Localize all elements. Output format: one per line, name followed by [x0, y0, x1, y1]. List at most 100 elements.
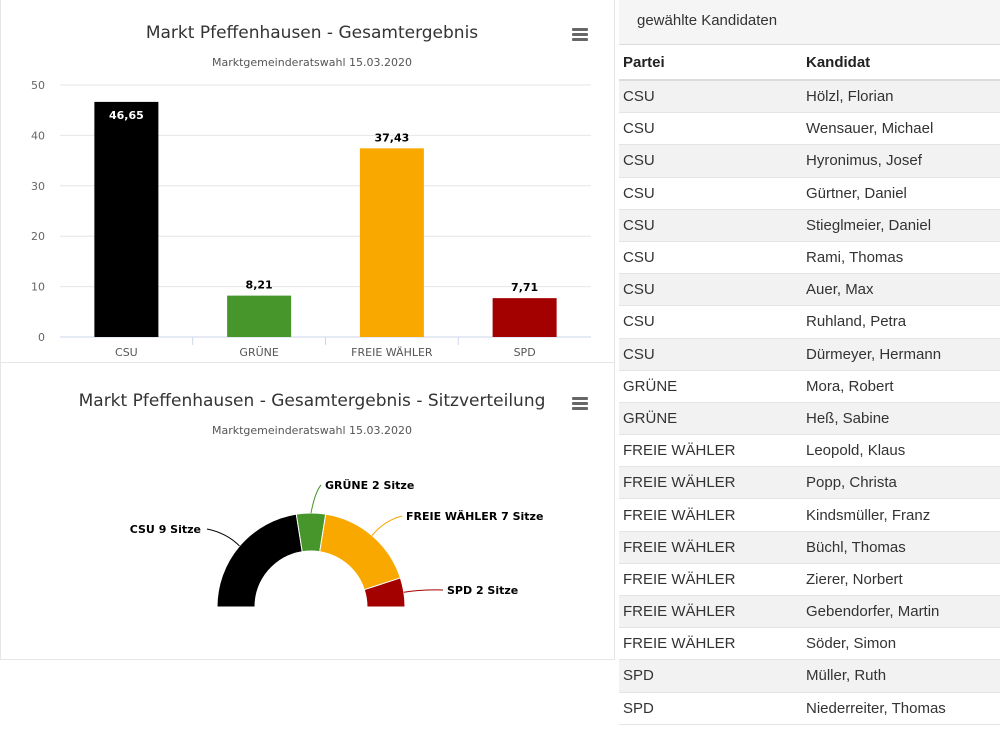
cell-kandidat: Heß, Sabine [806, 402, 1000, 436]
table-row: GRÜNE Heß, Sabine [619, 402, 1000, 436]
cell-kandidat: Müller, Ruth [806, 659, 1000, 693]
table-row: FREIE WÄHLER Söder, Simon [619, 627, 1000, 661]
y-tick-label: 20 [31, 230, 45, 243]
cell-kandidat: Hyronimus, Josef [806, 144, 1000, 178]
cell-partei: CSU [619, 80, 806, 114]
x-tick-label: GRÜNE [239, 346, 278, 359]
table-row: FREIE WÄHLER Zierer, Norbert [619, 563, 1000, 597]
cell-kandidat: Stieglmeier, Daniel [806, 209, 1000, 242]
cell-kandidat: Popp, Christa [806, 466, 1000, 500]
menu-line [572, 33, 588, 36]
table-row: CSU Gürtner, Daniel [619, 177, 1000, 210]
table-row: CSU Wensauer, Michael [619, 112, 1000, 146]
y-tick-label: 10 [31, 281, 45, 294]
bar[interactable] [94, 101, 159, 337]
table-row: CSU Stieglmeier, Daniel [619, 209, 1000, 242]
cell-partei: SPD [619, 659, 806, 693]
connector-line [371, 515, 403, 536]
cell-partei: CSU [619, 144, 806, 178]
seat-label: SPD 2 Sitze [447, 584, 518, 597]
bar-chart-title: Markt Pfeffenhausen - Gesamtergebnis [146, 23, 478, 43]
cell-partei: CSU [619, 241, 806, 275]
y-tick-label: 30 [31, 180, 45, 193]
table-row: FREIE WÄHLER Leopold, Klaus [619, 434, 1000, 468]
menu-line [572, 397, 588, 400]
table-row: CSU Ruhland, Petra [619, 305, 1000, 339]
chart-divider [1, 362, 614, 363]
cell-partei: CSU [619, 112, 806, 146]
cell-partei: CSU [619, 209, 806, 242]
cell-kandidat: Gebendorfer, Martin [806, 595, 1000, 629]
x-tick-label: FREIE WÄHLER [351, 346, 433, 359]
cell-partei: FREIE WÄHLER [619, 595, 806, 629]
seat-slice[interactable] [319, 513, 402, 591]
bar-chart-menu-button[interactable] [572, 28, 588, 42]
table-row: FREIE WÄHLER Kindsmüller, Franz [619, 498, 1000, 532]
seat-chart-menu-button[interactable] [572, 397, 588, 411]
candidates-table: Partei Kandidat CSU Hölzl, Florian CSU Wens… [619, 45, 1000, 725]
cell-partei: FREIE WÄHLER [619, 434, 806, 468]
table-row: CSU Dürmeyer, Hermann [619, 338, 1000, 371]
table-row: SPD Müller, Ruth [619, 659, 1000, 693]
y-tick-label: 50 [31, 79, 45, 92]
bar[interactable] [492, 298, 557, 337]
bar-value-label: 8,21 [246, 279, 273, 292]
cell-kandidat: Kindsmüller, Franz [806, 498, 1000, 532]
seat-label: FREIE WÄHLER 7 Sitze [406, 509, 543, 523]
seat-slice[interactable] [363, 577, 406, 608]
bar-chart: Markt Pfeffenhausen - Gesamtergebnis Mar… [31, 23, 591, 359]
cell-kandidat: Büchl, Thomas [806, 531, 1000, 564]
y-tick-label: 0 [38, 331, 45, 344]
cell-kandidat: Mora, Robert [806, 370, 1000, 403]
table-row: SPD Niederreiter, Thomas [619, 692, 1000, 725]
connector-line [310, 484, 322, 514]
cell-kandidat: Ruhland, Petra [806, 305, 1000, 339]
bar[interactable] [227, 295, 292, 337]
table-row: GRÜNE Mora, Robert [619, 370, 1000, 403]
cell-kandidat: Zierer, Norbert [806, 563, 1000, 597]
cell-partei: SPD [619, 692, 806, 725]
cell-kandidat: Niederreiter, Thomas [806, 692, 1000, 725]
table-row: FREIE WÄHLER Büchl, Thomas [619, 531, 1000, 564]
cell-kandidat: Rami, Thomas [806, 241, 1000, 275]
menu-line [572, 402, 588, 405]
x-tick-label: CSU [115, 346, 138, 359]
cell-kandidat: Leopold, Klaus [806, 434, 1000, 468]
cell-partei: CSU [619, 273, 806, 307]
bar-value-label: 7,71 [511, 281, 538, 294]
seat-chart-title: Markt Pfeffenhausen - Gesamtergebnis - S… [79, 391, 546, 411]
candidates-panel: gewählte Kandidaten Partei Kandidat CSU H… [619, 0, 1000, 750]
table-header-row: Partei Kandidat [619, 45, 1000, 81]
table-row: CSU Auer, Max [619, 273, 1000, 307]
charts-panel: Markt Pfeffenhausen - Gesamtergebnis Mar… [0, 0, 615, 660]
table-row: CSU Hölzl, Florian [619, 80, 1000, 114]
menu-line [572, 28, 588, 31]
cell-partei: FREIE WÄHLER [619, 466, 806, 500]
bar-chart-subtitle: Marktgemeinderatswahl 15.03.2020 [212, 56, 412, 69]
seat-slice[interactable] [216, 513, 303, 608]
cell-partei: CSU [619, 338, 806, 371]
cell-kandidat: Gürtner, Daniel [806, 177, 1000, 210]
bar[interactable] [359, 148, 424, 337]
bar-value-label: 37,43 [374, 131, 409, 144]
cell-partei: CSU [619, 177, 806, 210]
seat-label: GRÜNE 2 Sitze [325, 478, 414, 492]
bar-value-label: 46,65 [109, 109, 144, 122]
menu-line [572, 38, 588, 41]
table-caption: gewählte Kandidaten [619, 0, 1000, 45]
table-row: CSU Rami, Thomas [619, 241, 1000, 275]
cell-partei: GRÜNE [619, 370, 806, 403]
y-tick-label: 40 [31, 129, 45, 142]
cell-partei: FREIE WÄHLER [619, 531, 806, 564]
connector-line [403, 589, 444, 593]
connector-line [206, 528, 240, 547]
cell-kandidat: Wensauer, Michael [806, 112, 1000, 146]
table-row: CSU Hyronimus, Josef [619, 144, 1000, 178]
seat-label: CSU 9 Sitze [130, 523, 201, 536]
cell-kandidat: Dürmeyer, Hermann [806, 338, 1000, 371]
cell-kandidat: Hölzl, Florian [806, 80, 1000, 114]
x-tick-label: SPD [514, 346, 536, 359]
header-kandidat: Kandidat [806, 45, 1000, 81]
header-partei: Partei [619, 45, 806, 81]
cell-partei: CSU [619, 305, 806, 339]
